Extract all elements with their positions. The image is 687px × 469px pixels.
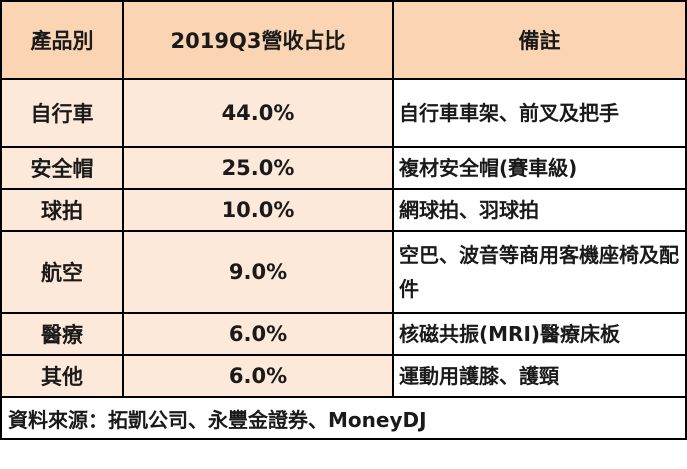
source-row: 資料來源：拓凱公司、永豐金證券、MoneyDJ <box>0 396 687 440</box>
share-cell: 6.0% <box>122 312 394 356</box>
header-remarks: 備註 <box>392 0 687 80</box>
share-cell: 44.0% <box>122 78 394 148</box>
note-cell: 運動用護膝、護頸 <box>392 354 687 398</box>
table-row: 航空 9.0% 空巴、波音等商用客機座椅及配件 <box>0 230 687 314</box>
header-product-category: 產品別 <box>0 0 124 80</box>
category-cell: 醫療 <box>0 312 124 356</box>
note-cell: 核磁共振(MRI)醫療床板 <box>392 312 687 356</box>
note-cell: 複材安全帽(賽車級) <box>392 146 687 190</box>
category-cell: 自行車 <box>0 78 124 148</box>
table-row: 其他 6.0% 運動用護膝、護頸 <box>0 354 687 398</box>
source-note: 資料來源：拓凱公司、永豐金證券、MoneyDJ <box>0 396 687 440</box>
table-row: 球拍 10.0% 網球拍、羽球拍 <box>0 188 687 232</box>
header-revenue-share: 2019Q3營收占比 <box>122 0 394 80</box>
table-row: 安全帽 25.0% 複材安全帽(賽車級) <box>0 146 687 190</box>
category-cell: 航空 <box>0 230 124 314</box>
share-cell: 6.0% <box>122 354 394 398</box>
note-cell: 網球拍、羽球拍 <box>392 188 687 232</box>
note-cell: 空巴、波音等商用客機座椅及配件 <box>392 230 687 314</box>
note-cell: 自行車車架、前叉及把手 <box>392 78 687 148</box>
table-header-row: 產品別 2019Q3營收占比 備註 <box>0 0 687 80</box>
table-row: 自行車 44.0% 自行車車架、前叉及把手 <box>0 78 687 148</box>
share-cell: 25.0% <box>122 146 394 190</box>
category-cell: 安全帽 <box>0 146 124 190</box>
share-cell: 10.0% <box>122 188 394 232</box>
category-cell: 其他 <box>0 354 124 398</box>
revenue-share-table: 產品別 2019Q3營收占比 備註 自行車 44.0% 自行車車架、前叉及把手 … <box>0 0 687 440</box>
category-cell: 球拍 <box>0 188 124 232</box>
share-cell: 9.0% <box>122 230 394 314</box>
table-row: 醫療 6.0% 核磁共振(MRI)醫療床板 <box>0 312 687 356</box>
